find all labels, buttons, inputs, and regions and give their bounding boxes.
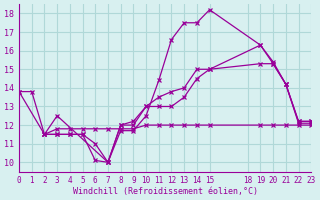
X-axis label: Windchill (Refroidissement éolien,°C): Windchill (Refroidissement éolien,°C) xyxy=(73,187,258,196)
